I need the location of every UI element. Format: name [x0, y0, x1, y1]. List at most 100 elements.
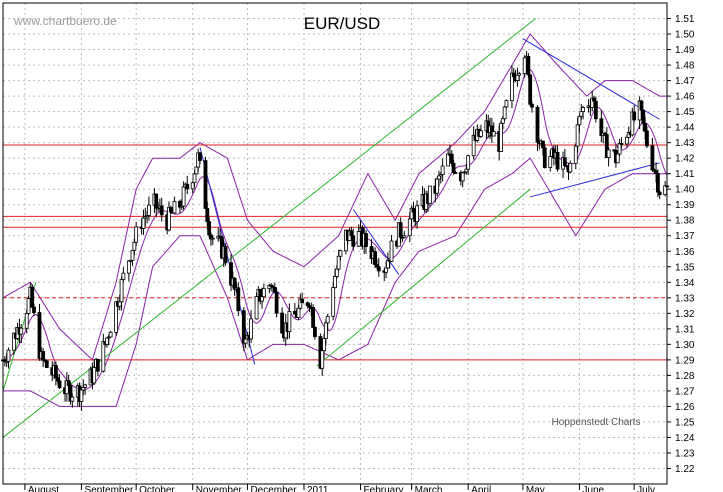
candle-body — [249, 318, 253, 340]
y-tick-label: 1.44 — [675, 123, 695, 134]
candle-body — [562, 157, 567, 166]
y-tick-label: 1.51 — [675, 14, 695, 25]
y-tick-label: 1.25 — [675, 417, 695, 428]
trend-line — [316, 188, 531, 367]
candle-body — [650, 145, 655, 171]
candle-body — [479, 130, 483, 137]
y-tick-label: 1.29 — [675, 355, 695, 366]
candle-body — [130, 249, 135, 261]
trend-line — [530, 162, 660, 198]
x-tick-label: October — [139, 485, 175, 492]
candle-body — [530, 103, 534, 108]
candle-body — [333, 276, 337, 289]
candle-body — [172, 200, 177, 214]
candle-body — [26, 298, 31, 314]
y-tick-label: 1.42 — [675, 154, 695, 165]
candle-body — [349, 230, 354, 237]
candle-body — [203, 160, 208, 209]
candle-body — [44, 360, 49, 368]
candle-body — [305, 302, 310, 306]
candle-body — [32, 306, 36, 313]
candle-body — [41, 351, 46, 361]
candle-body — [261, 288, 266, 298]
candle-body — [254, 296, 259, 320]
candle-body — [296, 307, 301, 318]
candle-body — [579, 111, 584, 117]
candle-body — [522, 57, 527, 75]
y-tick-label: 1.26 — [675, 402, 695, 413]
candle-body — [243, 338, 248, 344]
candle-body — [641, 109, 646, 124]
candle-body — [105, 337, 109, 345]
candle-body — [54, 365, 58, 379]
candle-body — [504, 100, 509, 108]
y-tick-label: 1.39 — [675, 200, 695, 211]
y-tick-label: 1.43 — [675, 138, 695, 149]
candle-body — [624, 136, 629, 145]
candle-body — [568, 162, 573, 173]
candle-body — [575, 124, 580, 147]
candle-body — [313, 327, 317, 337]
candle-body — [451, 162, 456, 173]
watermark: www.chartbuero.de — [13, 14, 117, 28]
candle-body — [517, 73, 522, 76]
candle-body — [593, 100, 598, 120]
y-tick-label: 1.24 — [675, 433, 695, 444]
trend-line — [522, 38, 660, 120]
candle-body — [236, 287, 241, 312]
y-tick-label: 1.38 — [675, 216, 695, 227]
candle-body — [364, 233, 368, 247]
candle-body — [617, 143, 622, 155]
y-tick-label: 1.34 — [675, 278, 695, 289]
x-tick-label: August — [28, 485, 59, 492]
candle-body — [79, 389, 84, 403]
candle-body — [185, 183, 190, 190]
candle-body — [402, 235, 407, 238]
candle-body — [511, 72, 516, 78]
candle-body — [108, 331, 113, 338]
x-tick-label: November — [196, 485, 243, 492]
candle-body — [615, 153, 620, 164]
candle-body — [223, 245, 228, 264]
candle-body — [528, 74, 533, 105]
candle-body — [542, 147, 547, 168]
y-tick-label: 1.48 — [675, 61, 695, 72]
candle-body — [437, 175, 441, 180]
candle-body — [499, 122, 503, 152]
candle-body — [30, 286, 35, 308]
candle-body — [466, 155, 471, 170]
candle-body — [322, 338, 326, 352]
x-tick-label: July — [637, 485, 655, 492]
candle-body — [154, 193, 159, 209]
candle-body — [449, 153, 454, 164]
plot-frame — [2, 2, 668, 485]
candle-body — [541, 140, 545, 149]
candle-body — [6, 349, 11, 362]
y-tick-label: 1.49 — [675, 45, 695, 56]
candle-body — [655, 172, 660, 193]
y-tick-label: 1.27 — [675, 386, 695, 397]
candle-body — [389, 240, 394, 262]
y-tick-label: 1.45 — [675, 107, 695, 118]
y-tick-label: 1.36 — [675, 247, 695, 258]
candle-body — [287, 311, 292, 333]
x-axis-ticks: August September October November December 20… — [24, 484, 655, 492]
candle-body — [581, 107, 585, 112]
candle-body — [351, 235, 356, 247]
candle-body — [331, 287, 336, 317]
x-tick-label: December — [250, 485, 297, 492]
x-tick-label: April — [471, 485, 491, 492]
candle-body — [435, 178, 440, 194]
candle-body — [643, 122, 648, 132]
y-tick-label: 1.30 — [675, 340, 695, 351]
candle-body — [70, 396, 75, 402]
candle-body — [311, 307, 316, 328]
candle-body — [398, 222, 403, 238]
candle-body — [606, 149, 611, 159]
candle-body — [415, 205, 419, 223]
candle-body — [325, 315, 330, 324]
candle-body — [407, 218, 412, 237]
candle-body — [181, 186, 186, 207]
candle-body — [657, 191, 662, 196]
candle-body — [460, 172, 465, 182]
